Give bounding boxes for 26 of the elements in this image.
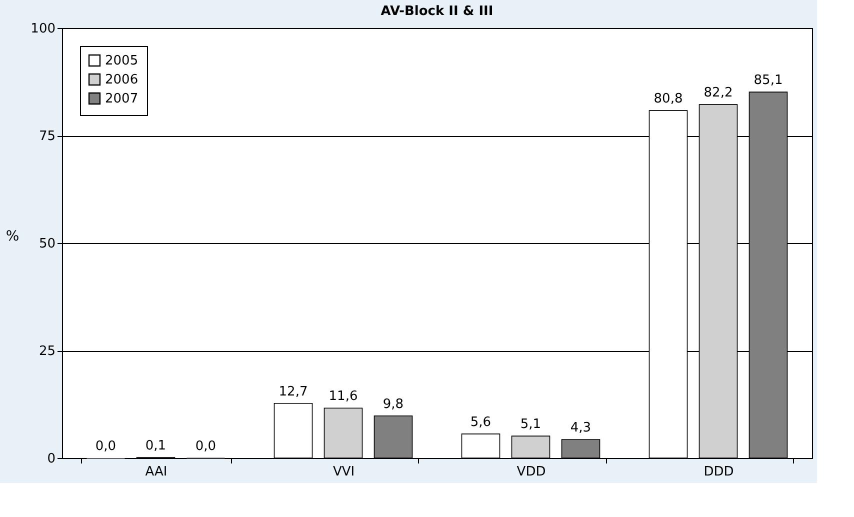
data-label: 12,7 bbox=[278, 384, 308, 400]
y-tick-label: 75 bbox=[38, 129, 56, 144]
x-tick-label: VVI bbox=[332, 464, 355, 480]
legend-label: 2007 bbox=[105, 92, 138, 106]
data-label: 80,8 bbox=[654, 92, 683, 107]
legend-label: 2005 bbox=[105, 54, 138, 68]
y-tick-label: 25 bbox=[38, 344, 56, 359]
legend-label: 2006 bbox=[105, 72, 138, 88]
x-tick-label: VDD bbox=[516, 464, 546, 480]
y-tick-label: 100 bbox=[30, 22, 56, 36]
data-label: 0,0 bbox=[195, 439, 216, 454]
data-label: 82,2 bbox=[704, 86, 733, 101]
y-axis-title: % bbox=[6, 228, 20, 244]
data-label: 11,6 bbox=[328, 389, 358, 404]
x-tick-label: AAI bbox=[145, 464, 168, 480]
x-tick-label: DDD bbox=[704, 464, 734, 480]
data-label: 5,1 bbox=[520, 417, 542, 432]
y-tick-label: 50 bbox=[38, 236, 56, 252]
data-label: 4,3 bbox=[570, 420, 592, 436]
data-label: 0,0 bbox=[95, 439, 116, 454]
data-label: 85,1 bbox=[754, 73, 783, 88]
data-label: 9,8 bbox=[382, 396, 404, 412]
chart-title: AV-Block II & III bbox=[380, 4, 494, 19]
y-tick-label: 0 bbox=[47, 452, 56, 466]
data-label: 0,1 bbox=[145, 438, 166, 454]
data-label: 5,6 bbox=[470, 414, 492, 430]
